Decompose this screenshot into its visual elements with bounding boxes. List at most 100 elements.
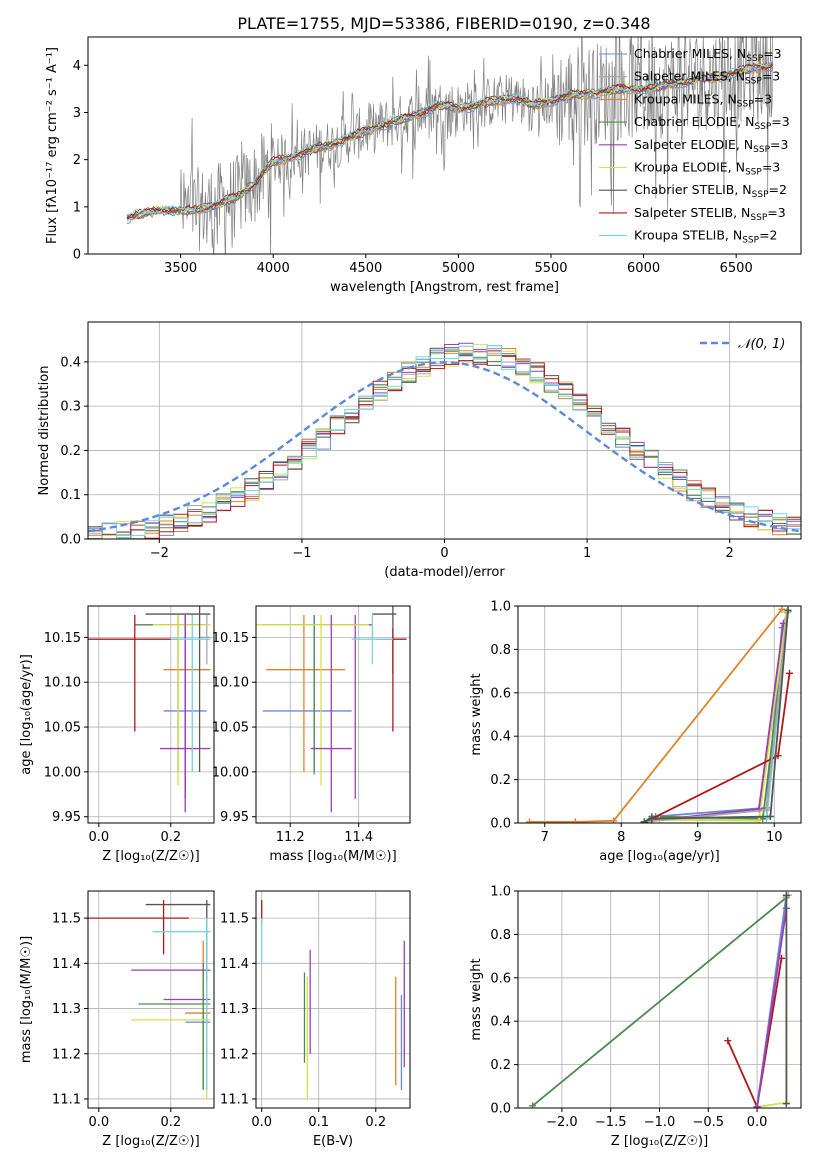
errorbar-point	[256, 614, 369, 786]
spectrum-data-line	[126, 37, 773, 254]
age_vs_Z-plot	[88, 606, 211, 813]
x-axis-label: Z [log₁₀(Z/Z☉)]	[102, 849, 199, 864]
x-tick-label: 0.2	[365, 1115, 386, 1130]
mass_vs_Z-frame: 0.0 0.2 11.1 11.2 11.3 11.4 11.5 Z [log₁₀(Z/Z☉)…	[19, 890, 215, 1149]
y-tick-label: 0.4	[490, 1015, 511, 1030]
histogram-salpeter_stelib	[88, 350, 801, 539]
y-tick-label: 11.3	[220, 1002, 249, 1017]
weight-line-kroupa_miles	[529, 608, 783, 823]
weight_vs_Z-plot	[529, 891, 792, 1108]
weight-line-chabrier_elodie	[532, 896, 787, 1107]
legend-label: Kroupa ELODIE, NSSP=3	[634, 160, 780, 178]
legend-label: Salpeter MILES, NSSP=3	[634, 69, 780, 87]
y-tick-label: 0.3	[60, 400, 81, 415]
y-tick-label: 3	[73, 106, 81, 121]
weight-line-chabrier_elodie	[643, 611, 789, 823]
x-tick-label: −0.5	[693, 1115, 725, 1130]
legend-label: Chabrier STELIB, NSSP=2	[634, 182, 787, 200]
x-tick-label: 0	[440, 546, 448, 561]
x-tick-label: 0.0	[747, 1115, 768, 1130]
x-tick-label: 11.4	[344, 830, 373, 845]
x-axis-label: Z [log₁₀(Z/Z☉)]	[611, 1134, 708, 1149]
x-tick-label: 9	[694, 830, 702, 845]
y-tick-label: 0.2	[490, 1058, 511, 1073]
legend-label: Kroupa STELIB, NSSP=2	[634, 228, 778, 246]
x-tick-label: −1.5	[595, 1115, 627, 1130]
y-axis-label: mass weight	[469, 958, 484, 1040]
mass_vs_ebv-plot	[261, 900, 405, 1099]
x-tick-label: 0.2	[160, 1115, 181, 1130]
x-axis-label: wavelength [Angstrom, rest frame]	[330, 280, 559, 295]
y-tick-label: 0.0	[60, 533, 81, 548]
age_vs_Z-frame: 0.0 0.2 9.95 10.00 10.05 10.10 10.15 Z [log₁₀(Z…	[19, 605, 215, 864]
x-axis-label: Z [log₁₀(Z/Z☉)]	[102, 1134, 199, 1149]
residual-plot	[88, 342, 801, 539]
x-tick-label: 4500	[349, 261, 382, 276]
residuals-frame: −2 −1 0 1 2 0.0 0.1 0.2 0.3 0.4 (data-model)/error…	[37, 321, 802, 580]
x-tick-label: −1	[292, 546, 311, 561]
spectrum-frame: 3500 4000 4500 5000 5500 6000 6500 0 1 2 3 4 wavelen…	[45, 36, 802, 295]
y-tick-label: 9.95	[220, 810, 249, 825]
errorbar-point	[145, 900, 211, 982]
y-tick-label: 11.2	[52, 1047, 81, 1062]
age_vs_mass-frame: 11.2 11.4 9.95 10.00 10.05 10.10 10.15 mass [lo…	[212, 605, 411, 864]
axes-frame	[255, 890, 411, 1109]
errorbar-point	[152, 918, 211, 1090]
y-axis-label: mass [log₁₀(M/M☉)]	[19, 936, 34, 1063]
x-tick-label: −1.0	[644, 1115, 676, 1130]
weight-line-salpeter_elodie	[756, 908, 788, 1108]
weight-marker	[755, 817, 763, 823]
y-tick-label: 0.6	[490, 686, 511, 701]
weight-line-salpeter_stelib	[726, 958, 783, 1108]
weight-marker	[766, 812, 774, 820]
y-tick-label: 1.0	[490, 600, 511, 615]
y-tick-label: 0.8	[490, 928, 511, 943]
y-tick-label: 0.1	[60, 488, 81, 503]
axes-frame	[87, 605, 215, 824]
x-tick-label: −2	[150, 546, 169, 561]
y-tick-label: 1.0	[490, 885, 511, 900]
y-tick-label: 0.4	[60, 355, 81, 370]
panels: 3500 4000 4500 5000 5500 6000 6500 0 1 2 3 4 wavelen…	[19, 36, 802, 1149]
y-tick-label: 11.5	[52, 912, 81, 927]
weight_vs_age-frame: 7 8 9 10 0.0 0.2 0.4 0.6 0.8 1.0 age [log₁₀(age/yr…	[469, 600, 802, 864]
weight-marker	[571, 818, 579, 823]
y-tick-label: 0.2	[490, 773, 511, 788]
y-tick-label: 4	[73, 59, 81, 74]
x-tick-label: 10	[766, 830, 783, 845]
x-tick-label: 0.0	[88, 830, 109, 845]
x-tick-label: 6500	[720, 261, 753, 276]
y-tick-label: 10.10	[44, 676, 81, 691]
errorbar-point	[145, 606, 211, 772]
mass_vs_ebv-axes	[256, 891, 410, 1108]
spectrum-plot	[126, 37, 774, 254]
histogram-kroupa_stelib	[88, 345, 801, 539]
x-axis-label: age [log₁₀(age/yr)]	[599, 849, 720, 864]
y-axis-label: Normed distribution	[37, 366, 52, 496]
y-tick-label: 0.4	[490, 730, 511, 745]
figure-title: PLATE=1755, MJD=53386, FIBERID=0190, z=0…	[237, 14, 650, 33]
legend-label: Kroupa MILES, NSSP=3	[634, 91, 772, 109]
y-tick-label: 0.2	[60, 444, 81, 459]
weight_vs_Z-frame: −2.0 −1.5 −1.0 −0.5 0.0 0.0 0.2 0.4 0.6 0.8 1.0 Z […	[469, 885, 802, 1149]
x-axis-label: (data-model)/error	[384, 565, 505, 580]
weight-marker	[782, 891, 790, 899]
errorbar-point	[310, 614, 352, 813]
weight_vs_Z-axes	[518, 890, 801, 1109]
spectrum-legend: Chabrier MILES, NSSP=3 Salpeter MILES, NS…	[599, 46, 790, 246]
weight-line-chabrier_stelib	[643, 610, 789, 823]
x-tick-label: 0.1	[308, 1115, 329, 1130]
weight-marker	[753, 1103, 761, 1108]
x-tick-label: 5000	[442, 261, 475, 276]
weight-marker	[784, 606, 792, 614]
axes-frame	[87, 36, 802, 255]
legend-label: 𝒩(0, 1)	[738, 337, 785, 352]
x-tick-label: 5500	[534, 261, 567, 276]
weight-marker	[763, 806, 771, 814]
errorbar-point	[160, 614, 211, 813]
histogram-salpeter_elodie	[88, 342, 801, 539]
age_vs_mass-plot	[256, 606, 407, 813]
weight-line-kroupa_elodie	[644, 611, 788, 823]
y-tick-label: 11.4	[52, 957, 81, 972]
errorbar-point	[88, 900, 189, 955]
